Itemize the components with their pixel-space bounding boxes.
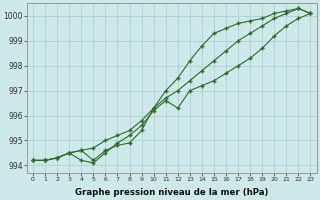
X-axis label: Graphe pression niveau de la mer (hPa): Graphe pression niveau de la mer (hPa) xyxy=(75,188,268,197)
